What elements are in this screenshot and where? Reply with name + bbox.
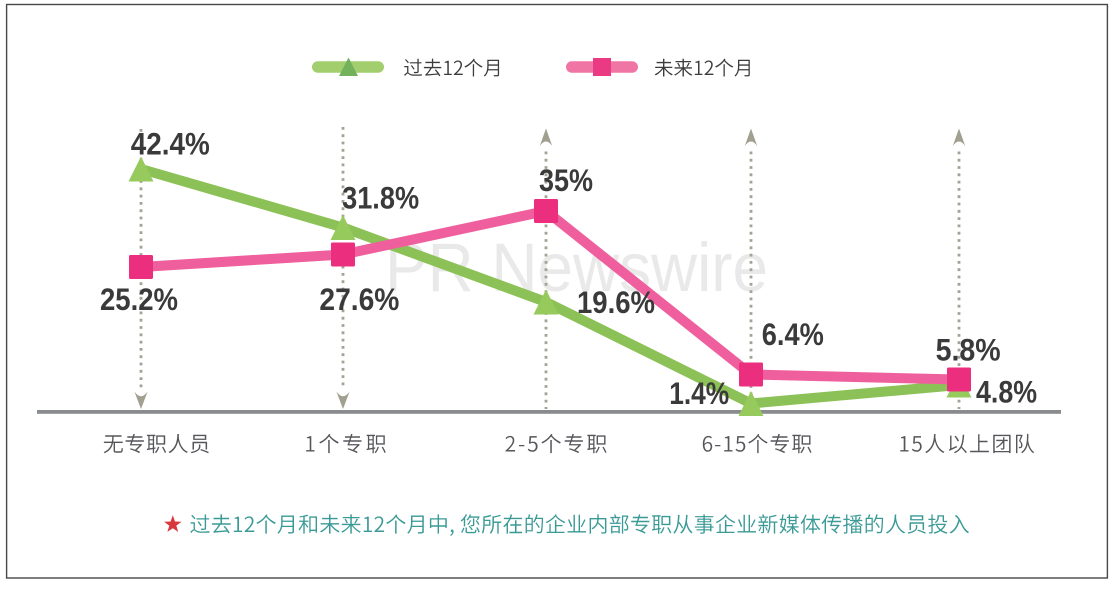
svg-text:25.2%: 25.2% xyxy=(100,281,178,317)
svg-text:31.8%: 31.8% xyxy=(342,180,419,216)
svg-text:4.8%: 4.8% xyxy=(976,374,1037,410)
svg-text:6.4%: 6.4% xyxy=(762,316,824,352)
svg-text:27.6%: 27.6% xyxy=(319,281,399,317)
svg-text:19.6%: 19.6% xyxy=(577,284,655,320)
svg-text:5.8%: 5.8% xyxy=(936,332,1001,368)
svg-text:35%: 35% xyxy=(539,162,593,198)
svg-text:42.4%: 42.4% xyxy=(131,126,210,162)
svg-text:1.4%: 1.4% xyxy=(669,375,729,411)
